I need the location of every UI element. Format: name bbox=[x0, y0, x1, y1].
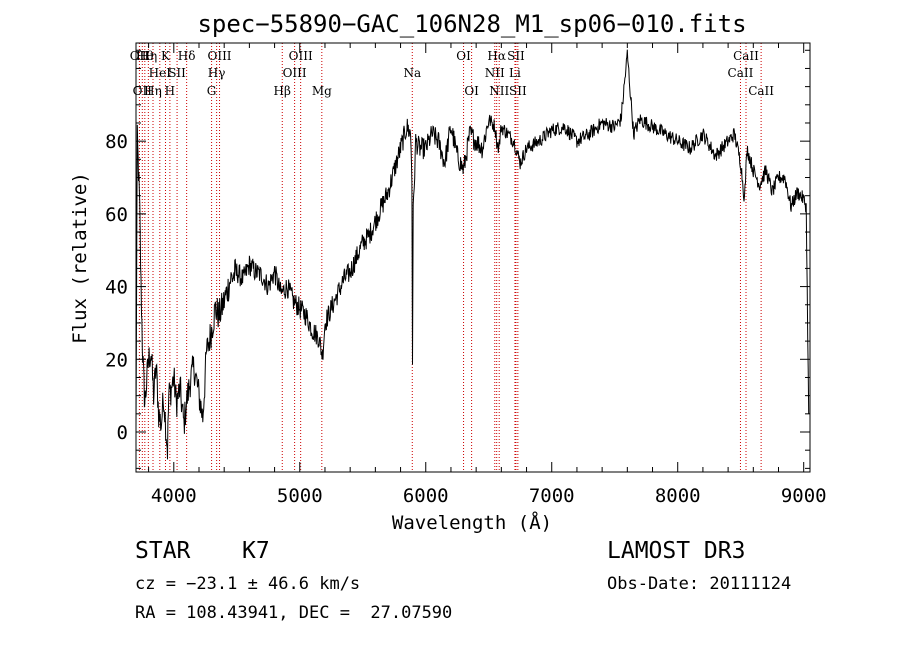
y-tick-label: 20 bbox=[105, 349, 128, 371]
spectrum-line bbox=[135, 49, 810, 460]
line-label: Hθ bbox=[136, 49, 154, 63]
coordinates-readout: RA = 108.43941, DEC = 27.07590 bbox=[135, 603, 453, 623]
line-label: OII bbox=[133, 84, 153, 98]
line-label: OI bbox=[464, 84, 479, 98]
y-tick-label: 60 bbox=[105, 204, 128, 226]
line-label: CaII bbox=[733, 49, 759, 63]
line-label: Hγ bbox=[208, 66, 226, 80]
object-subclass: K7 bbox=[242, 538, 270, 564]
line-label: Hη bbox=[144, 84, 162, 98]
line-label: K bbox=[161, 49, 171, 63]
line-label: HeI bbox=[149, 66, 172, 80]
object-class: STAR bbox=[135, 538, 191, 564]
y-tick-label: 0 bbox=[117, 422, 128, 444]
x-tick-label: 8000 bbox=[655, 485, 701, 507]
y-tick-label: 40 bbox=[105, 277, 128, 299]
line-label: Mg bbox=[312, 84, 332, 98]
y-tick-label: 80 bbox=[105, 131, 128, 153]
x-tick-label: 7000 bbox=[529, 485, 575, 507]
survey-name: LAMOST DR3 bbox=[607, 538, 746, 564]
line-label: SII bbox=[507, 49, 525, 63]
x-tick-label: 4000 bbox=[151, 485, 197, 507]
line-label: SII bbox=[509, 84, 527, 98]
velocity-readout: cz = −23.1 ± 46.6 km/s bbox=[135, 574, 361, 594]
chart-title: spec−55890−GAC_106N28_M1_sp06−010.fits bbox=[197, 10, 746, 38]
line-label: CaII bbox=[728, 66, 754, 80]
line-label: Hη bbox=[140, 49, 158, 63]
line-label: Li bbox=[509, 66, 521, 80]
line-label: OIII bbox=[289, 49, 313, 63]
line-label: OIII bbox=[283, 66, 307, 80]
x-tick-label: 9000 bbox=[781, 485, 827, 507]
line-label: OI bbox=[456, 49, 471, 63]
x-tick-label: 6000 bbox=[403, 485, 449, 507]
line-label: OII bbox=[130, 49, 150, 63]
y-axis-label: Flux (relative) bbox=[69, 172, 91, 344]
line-label: Hδ bbox=[178, 49, 196, 63]
line-label: NII bbox=[489, 84, 509, 98]
x-axis-label: Wavelength (Å) bbox=[392, 511, 552, 534]
y-axis-ticks: 0 20 40 60 80 bbox=[105, 49, 810, 469]
x-axis-ticks: 4000 5000 6000 7000 8000 9000 bbox=[148, 43, 827, 507]
line-label: CaII bbox=[748, 84, 774, 98]
line-label: OIII bbox=[207, 49, 231, 63]
line-label: G bbox=[207, 84, 217, 98]
observation-date: Obs-Date: 20111124 bbox=[607, 574, 792, 594]
plot-frame bbox=[135, 42, 811, 473]
line-label: Hβ bbox=[274, 84, 291, 98]
line-label: Hα bbox=[487, 49, 506, 63]
line-label: NII bbox=[485, 66, 505, 80]
line-label: SII bbox=[168, 66, 186, 80]
line-label: Na bbox=[403, 66, 421, 80]
line-label: H bbox=[165, 84, 175, 98]
emission-lines bbox=[138, 43, 762, 472]
emission-line-labels: OIIOIIHθHηHηHeIKHSIIHδGHγOIIIHβOIIIOIIIM… bbox=[130, 49, 775, 98]
x-tick-label: 5000 bbox=[277, 485, 323, 507]
